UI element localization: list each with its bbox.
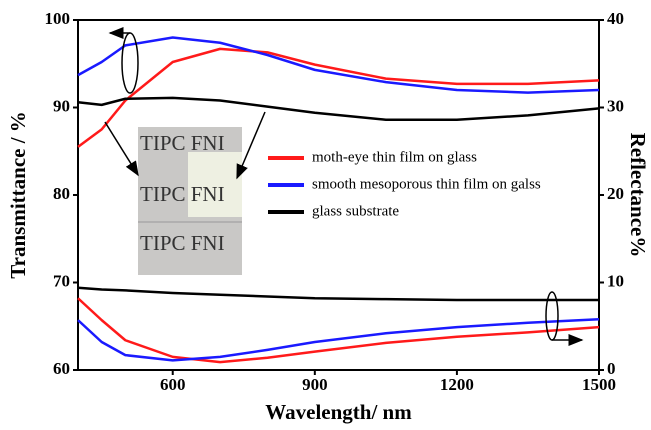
x-axis-label: Wavelength/ nm: [265, 400, 412, 424]
y2-tick-label: 10: [607, 271, 624, 290]
chart: TIPC FNI TIPC FNI TIPC FNI 6009001200150…: [0, 0, 651, 430]
data-line: [78, 298, 599, 362]
legend-label: glass substrate: [312, 203, 399, 219]
data-line: [78, 288, 599, 300]
y2-tick-label: 20: [607, 184, 624, 203]
inset-text: TIPC FNI: [140, 182, 225, 206]
y-tick-label: 100: [45, 9, 71, 28]
y2-tick-label: 0: [607, 359, 616, 378]
data-line: [78, 319, 599, 360]
y-tick-label: 80: [53, 184, 70, 203]
y2-tick-label: 40: [607, 9, 624, 28]
inset-text: TIPC FNI: [140, 231, 225, 255]
y2-axis-label: Reflectance%: [626, 133, 650, 258]
x-tick-label: 1200: [440, 375, 474, 394]
inset-text: TIPC FNI: [140, 131, 225, 155]
legend-label: moth-eye thin film on glass: [312, 149, 477, 165]
x-tick-label: 600: [160, 375, 186, 394]
y-tick-label: 70: [53, 271, 70, 290]
x-tick-label: 900: [302, 375, 328, 394]
data-line: [78, 98, 599, 120]
y-tick-label: 90: [53, 96, 70, 115]
legend-label: smooth mesoporous thin film on galss: [312, 176, 541, 192]
y2-tick-label: 30: [607, 96, 624, 115]
inset-photo: TIPC FNI TIPC FNI TIPC FNI: [138, 127, 242, 275]
y-axis-label: Transmittance / %: [6, 111, 30, 279]
y-tick-label: 60: [53, 359, 70, 378]
